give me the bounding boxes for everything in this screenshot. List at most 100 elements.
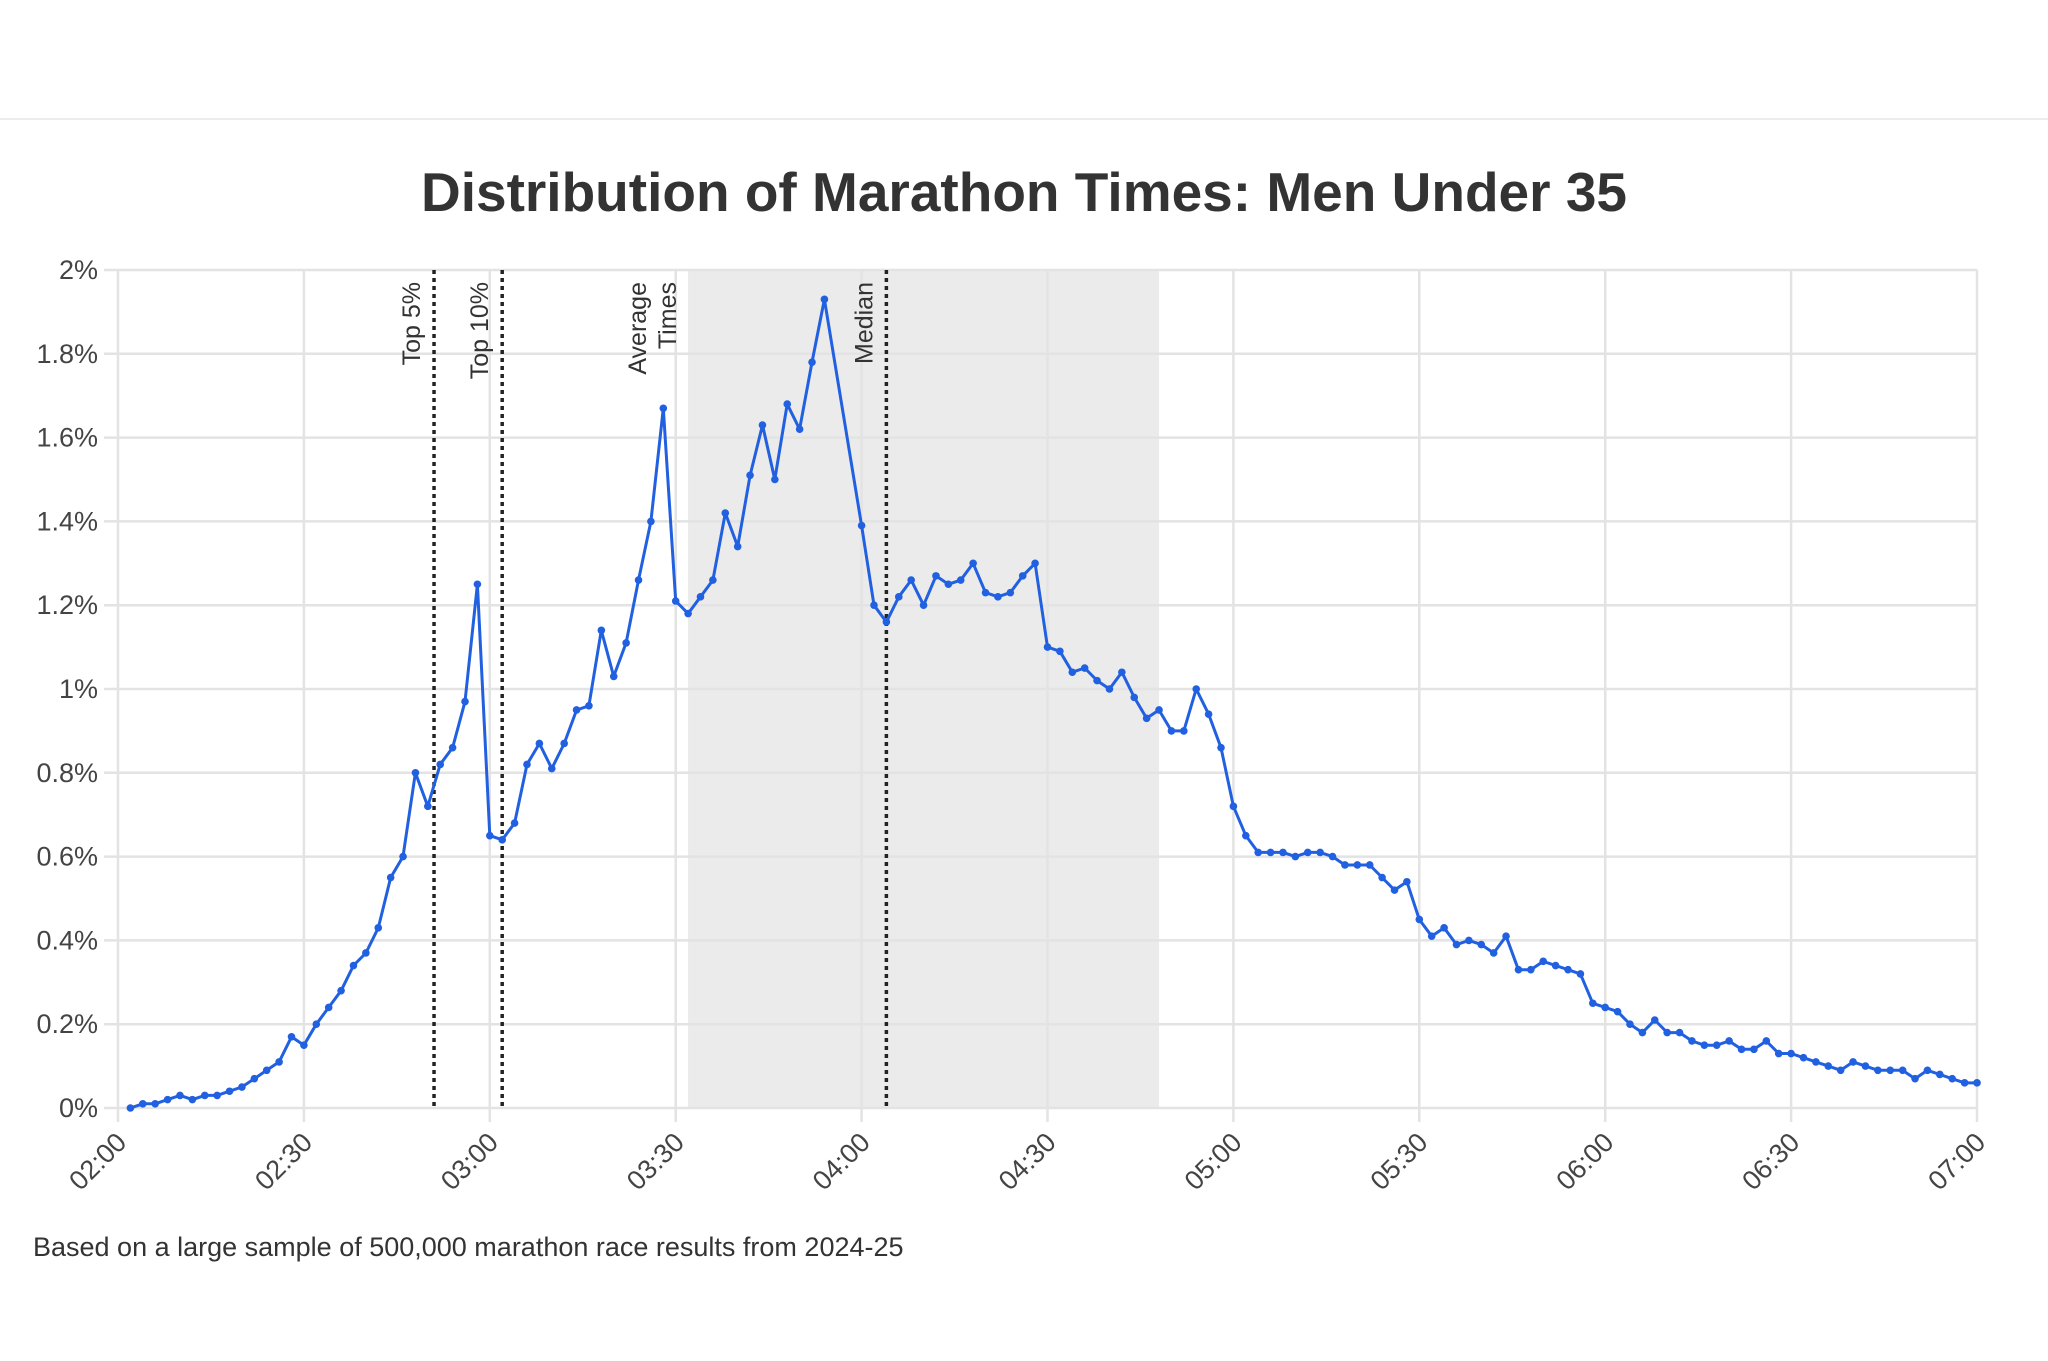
data-point	[894, 593, 903, 601]
data-point	[647, 517, 655, 526]
data-point	[1502, 932, 1510, 941]
data-point	[362, 949, 370, 957]
data-point	[1328, 852, 1337, 861]
data-point	[1452, 940, 1461, 949]
data-point	[1465, 936, 1473, 945]
shaded-region-label: Times	[654, 282, 682, 349]
data-point	[1626, 1020, 1634, 1028]
x-tick-label: 06:00	[1550, 1127, 1619, 1196]
data-point	[808, 358, 816, 366]
data-point	[1787, 1049, 1795, 1058]
data-point	[188, 1095, 197, 1104]
data-point	[1836, 1066, 1845, 1075]
data-point	[1923, 1066, 1932, 1075]
data-point	[324, 1003, 333, 1012]
data-point	[547, 764, 556, 773]
data-point	[1167, 727, 1176, 735]
data-point	[932, 572, 940, 580]
data-point	[486, 831, 494, 840]
data-point	[213, 1091, 221, 1100]
data-point	[1737, 1045, 1746, 1054]
data-point	[1130, 693, 1139, 702]
data-point	[473, 580, 482, 589]
data-point	[1403, 877, 1411, 886]
data-point	[225, 1087, 234, 1096]
y-tick-label: 1.2%	[36, 590, 98, 620]
data-point	[1440, 924, 1448, 932]
data-point	[1427, 932, 1436, 941]
data-point	[523, 760, 531, 769]
data-point	[857, 521, 866, 530]
reference-line-label: Top 10%	[466, 282, 494, 379]
data-point	[386, 873, 395, 882]
y-tick-label: 1.6%	[36, 423, 98, 453]
data-point	[1589, 999, 1597, 1008]
data-point	[349, 961, 358, 970]
x-tick-label: 07:00	[1922, 1127, 1991, 1196]
reference-line-label: Median	[850, 282, 878, 364]
data-point	[969, 559, 977, 568]
data-point	[1539, 957, 1548, 966]
data-point	[746, 471, 754, 480]
data-point	[1527, 965, 1535, 974]
data-point	[994, 593, 1002, 601]
data-point	[944, 580, 953, 589]
data-point	[1799, 1053, 1808, 1062]
data-point	[1043, 643, 1052, 651]
reference-line-label: Top 5%	[398, 282, 426, 365]
data-point	[721, 509, 730, 517]
data-point	[907, 576, 915, 584]
data-point	[1155, 706, 1163, 714]
data-point	[1613, 1007, 1622, 1016]
data-point	[1365, 861, 1374, 869]
data-point	[1874, 1066, 1882, 1075]
data-point	[1415, 915, 1424, 924]
data-point	[609, 672, 618, 681]
data-point	[374, 924, 383, 932]
data-point	[771, 475, 779, 484]
data-point	[1068, 668, 1077, 677]
data-point	[1551, 961, 1560, 970]
data-point	[1229, 802, 1238, 811]
data-point	[684, 609, 692, 618]
data-point	[1824, 1062, 1833, 1070]
x-tick-label: 04:00	[807, 1127, 876, 1196]
data-point	[758, 421, 767, 429]
y-tick-label: 1.8%	[36, 339, 98, 369]
data-point	[956, 576, 965, 584]
data-point	[572, 706, 581, 714]
data-point	[510, 819, 519, 827]
x-tick-label: 06:30	[1736, 1127, 1805, 1196]
data-point	[1712, 1041, 1721, 1049]
y-tick-label: 0.2%	[36, 1009, 98, 1039]
data-point	[1638, 1028, 1647, 1037]
data-point	[1663, 1028, 1671, 1037]
data-point	[1341, 861, 1349, 869]
data-point	[1056, 647, 1064, 656]
data-point	[981, 588, 990, 597]
x-tick-label: 05:00	[1179, 1127, 1248, 1196]
data-point	[1217, 743, 1225, 752]
data-point	[795, 425, 804, 434]
x-tick-label: 05:30	[1365, 1127, 1434, 1196]
y-tick-label: 0.8%	[36, 758, 98, 788]
y-tick-label: 1%	[59, 674, 98, 704]
data-point	[200, 1091, 209, 1100]
data-point	[634, 576, 643, 584]
data-point	[1093, 676, 1101, 685]
data-point	[1936, 1070, 1944, 1079]
data-point	[461, 697, 469, 706]
y-tick-label: 0.6%	[36, 842, 98, 872]
data-point	[448, 743, 457, 752]
x-tick-label: 04:30	[993, 1127, 1062, 1196]
y-tick-label: 1.4%	[36, 506, 98, 536]
data-point	[138, 1100, 147, 1108]
chart-title: Distribution of Marathon Times: Men Unde…	[420, 161, 1628, 223]
data-point	[436, 760, 445, 769]
data-point	[300, 1041, 308, 1049]
data-point	[1911, 1074, 1919, 1083]
x-tick-label: 02:00	[63, 1127, 132, 1196]
data-point	[882, 618, 891, 626]
x-tick-label: 03:00	[435, 1127, 504, 1196]
